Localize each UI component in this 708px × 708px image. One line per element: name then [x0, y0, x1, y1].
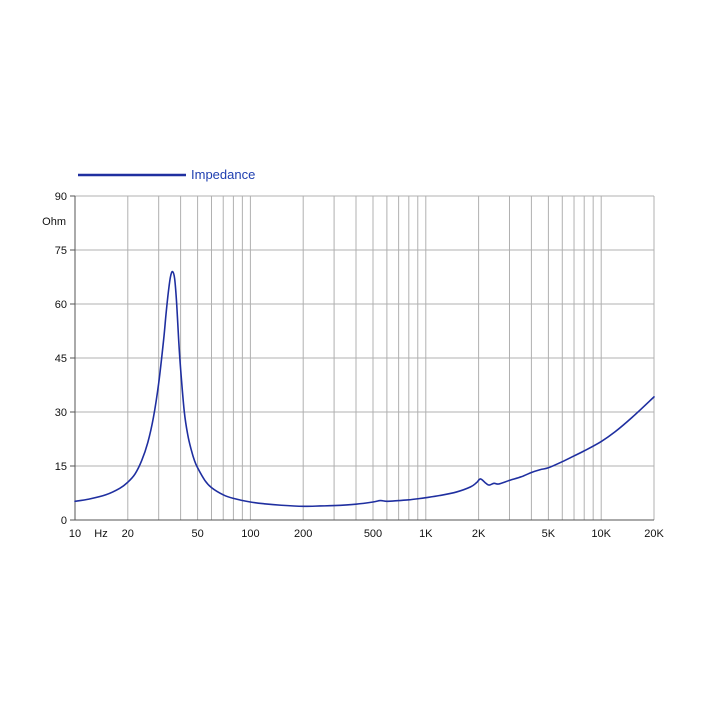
- x-tick-label: 20K: [644, 528, 664, 540]
- x-axis-unit-label: Hz: [94, 528, 107, 540]
- x-tick-label: 50: [191, 528, 203, 540]
- x-tick-label: 1K: [419, 528, 433, 540]
- series-line-impedance: [74, 270, 655, 508]
- x-tick-label: 2K: [472, 528, 486, 540]
- y-axis-unit-label: Ohm: [42, 216, 66, 228]
- x-tick-label: 200: [294, 528, 312, 540]
- y-tick-label: 15: [55, 461, 67, 473]
- tick-labels: 0 15 30 45 60 75 90 10 20 50 100 200 500 1K 2K 5K 10K 20K: [55, 191, 665, 540]
- x-tick-label: 500: [364, 528, 382, 540]
- axes: [70, 195, 654, 521]
- y-tick-label: 75: [55, 245, 67, 257]
- x-tick-label: 10K: [591, 528, 611, 540]
- grid: [74, 195, 655, 521]
- y-tick-label: 45: [55, 353, 67, 365]
- x-tick-label: 10: [69, 528, 81, 540]
- x-tick-label: 100: [241, 528, 259, 540]
- series-layer: [74, 270, 655, 508]
- y-tick-label: 90: [55, 191, 67, 203]
- x-tick-label: 20: [122, 528, 134, 540]
- legend: Impedance: [78, 167, 255, 182]
- y-tick-label: 0: [61, 515, 67, 527]
- x-tick-label: 5K: [542, 528, 556, 540]
- y-tick-label: 60: [55, 299, 67, 311]
- y-tick-label: 30: [55, 407, 67, 419]
- legend-label-impedance: Impedance: [191, 167, 255, 182]
